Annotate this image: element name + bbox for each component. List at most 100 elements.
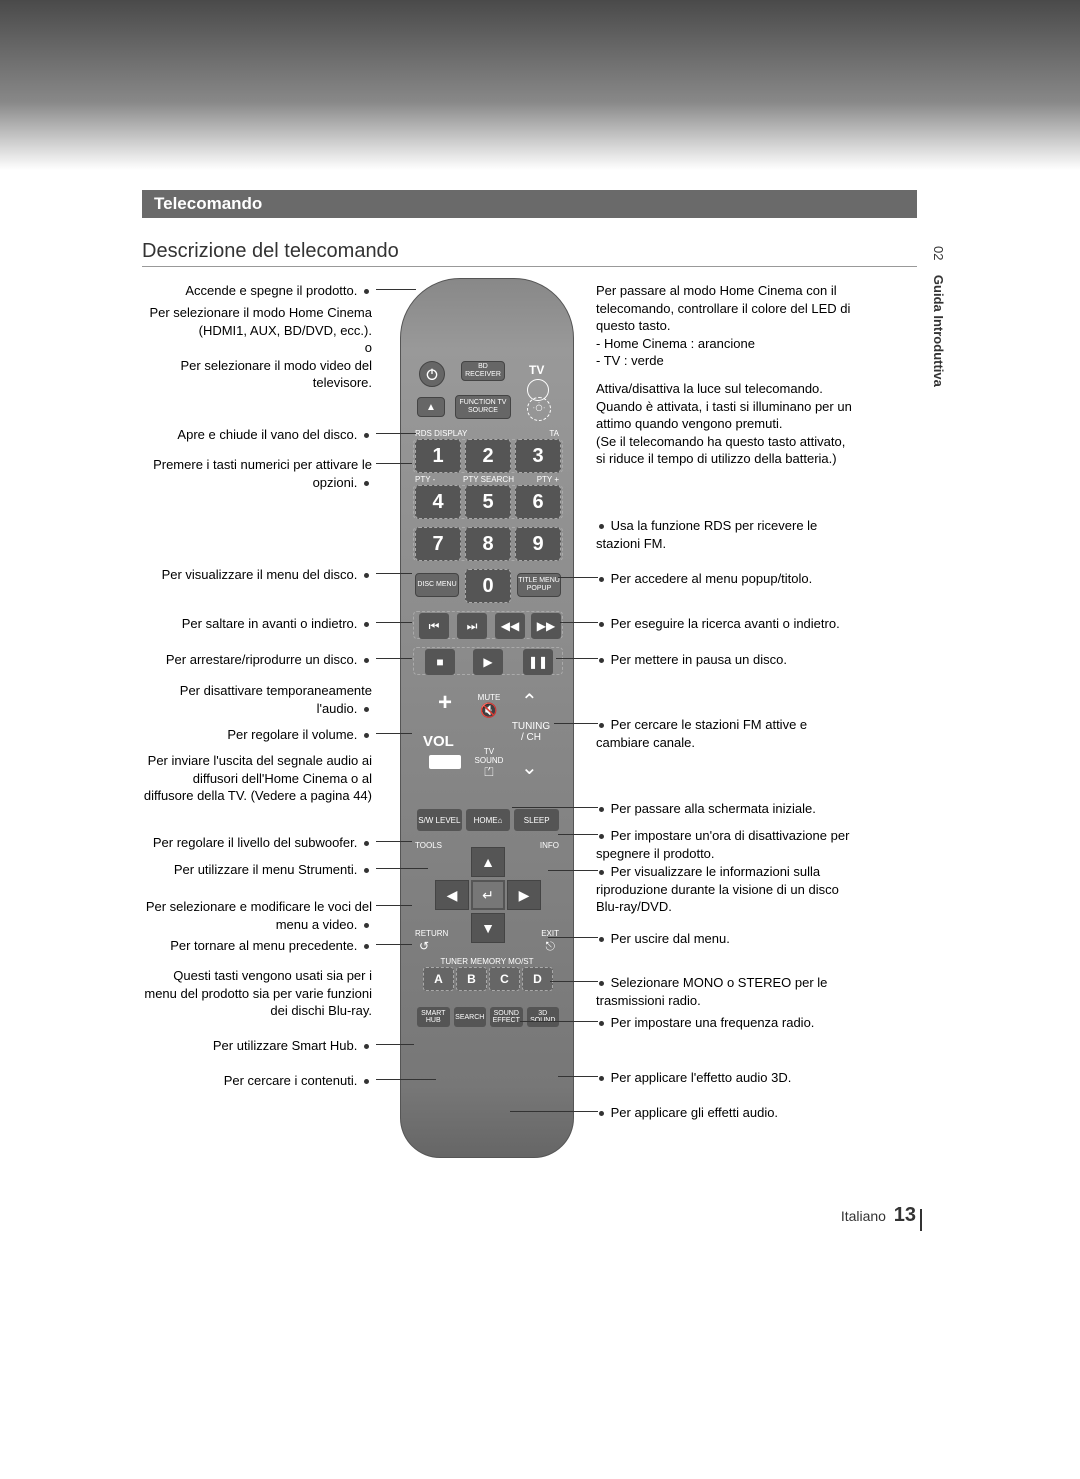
color-button-a: A xyxy=(423,967,454,991)
function-button: FUNCTION TV SOURCE xyxy=(455,395,511,419)
home-button: HOME ⌂ xyxy=(466,809,511,831)
pty-plus-label: PTY + xyxy=(537,475,559,484)
title-menu-button: TITLE MENU POPUP xyxy=(517,573,561,597)
3d-sound-button: 3D SOUND xyxy=(527,1007,560,1027)
sound-effect-button: SOUND EFFECT xyxy=(490,1007,523,1027)
callout-skip: Per saltare in avanti o indietro. xyxy=(142,615,372,633)
rds-display-label: RDS DISPLAY xyxy=(415,429,467,438)
ta-label: TA xyxy=(549,429,559,438)
section-subtitle: Descrizione del telecomando xyxy=(142,240,399,263)
leader-line xyxy=(376,622,412,623)
leader-line xyxy=(376,905,412,906)
vol-down-icon xyxy=(429,755,461,769)
callout-preset: Per impostare una frequenza radio. xyxy=(596,1014,856,1032)
exit-icon: ⎋ xyxy=(546,939,556,954)
color-button-d: D xyxy=(522,967,553,991)
function-label: FUNCTION TV SOURCE xyxy=(456,399,510,414)
dpad: ▲ ◀ ↵ ▶ ▼ xyxy=(433,845,543,945)
remote-control-diagram: BD RECEIVER TV ▲ FUNCTION TV SOURCE RDS … xyxy=(400,278,574,1158)
callout-tools: Per utilizzare il menu Strumenti. xyxy=(142,861,372,879)
callout-rds: Usa la funzione RDS per ricevere le staz… xyxy=(596,517,856,552)
callout-smart-hub: Per utilizzare Smart Hub. xyxy=(142,1037,372,1055)
color-button-row: A B C D xyxy=(423,967,553,991)
power-icon xyxy=(424,366,440,382)
callout-sound-effect: Per applicare gli effetti audio. xyxy=(596,1104,856,1122)
callout-eject: Apre e chiude il vano del disco. xyxy=(142,426,372,444)
callout-light: Attiva/disattiva la luce sul telecomando… xyxy=(596,380,856,468)
stop-button: ■ xyxy=(425,649,455,675)
callout-info: Per visualizzare le informazioni sulla r… xyxy=(596,863,856,916)
play-button: ▶ xyxy=(473,649,503,675)
callout-search: Per cercare i contenuti. xyxy=(142,1072,372,1090)
leader-line xyxy=(520,1021,598,1022)
disc-menu-label: DISC MENU xyxy=(417,581,456,589)
chapter-name: Guida Introduttiva xyxy=(931,275,946,387)
fastfwd-button: ▶▶ xyxy=(531,613,561,639)
vol-up-icon: + xyxy=(429,689,461,713)
dpad-down: ▼ xyxy=(471,913,505,943)
callout-tuning: Per cercare le stazioni FM attive e camb… xyxy=(596,716,856,751)
power-button xyxy=(419,361,445,387)
callout-subwoofer: Per regolare il livello del subwoofer. xyxy=(118,834,372,852)
bulb-icon xyxy=(532,402,546,416)
eject-button: ▲ xyxy=(417,397,445,417)
mid-button-row: S/W LEVEL HOME ⌂ SLEEP xyxy=(417,809,559,831)
color-button-c: C xyxy=(489,967,520,991)
callout-disc-menu: Per visualizzare il menu del disco. xyxy=(142,566,372,584)
dpad-right: ▶ xyxy=(507,880,541,910)
title-menu-label: TITLE MENU POPUP xyxy=(518,577,560,592)
leader-line xyxy=(376,868,428,869)
callout-color: Questi tasti vengono usati sia per i men… xyxy=(142,967,372,1020)
smart-hub-button: SMART HUB xyxy=(417,1007,450,1027)
key-1: 1 xyxy=(415,439,461,473)
leader-line xyxy=(376,841,412,842)
channel-rocker: ⌃ TUNING/ CH ⌄ xyxy=(503,689,559,779)
key-2: 2 xyxy=(465,439,511,473)
leader-line xyxy=(376,1079,436,1080)
footer-language: Italiano xyxy=(841,1208,886,1224)
leader-line xyxy=(376,433,416,434)
page-gradient-header xyxy=(0,0,1080,170)
key-4: 4 xyxy=(415,485,461,519)
color-button-b: B xyxy=(456,967,487,991)
callout-power: Accende e spegne il prodotto. xyxy=(142,282,372,300)
key-5: 5 xyxy=(465,485,511,519)
dpad-up: ▲ xyxy=(471,847,505,877)
leader-line xyxy=(556,658,598,659)
leader-line xyxy=(376,733,412,734)
callout-mode: Per selezionare il modo Home Cinema (HDM… xyxy=(142,304,372,392)
side-tab: 02 Guida Introduttiva xyxy=(931,246,946,426)
leader-line xyxy=(376,289,416,290)
callout-search-fwd: Per eseguire la ricerca avanti o indietr… xyxy=(596,615,866,633)
callout-mono-stereo: Selezionare MONO o STEREO per le trasmis… xyxy=(596,974,856,1009)
dpad-enter: ↵ xyxy=(471,880,505,910)
leader-line xyxy=(550,981,598,982)
key-7: 7 xyxy=(415,527,461,561)
return-icon: ↺ xyxy=(419,939,429,953)
pty-search-label: PTY SEARCH xyxy=(463,475,514,484)
rewind-button: ◀◀ xyxy=(495,613,525,639)
tuner-memory-label: TUNER MEMORY MO/ST xyxy=(437,957,537,966)
callout-numbers: Premere i tasti numerici per attivare le… xyxy=(120,456,372,491)
sw-level-button: S/W LEVEL xyxy=(417,809,462,831)
callout-mute: Per disattivare temporaneamente l'audio. xyxy=(142,682,372,717)
leader-line xyxy=(560,622,598,623)
volume-rocker: + VOL xyxy=(417,689,473,779)
callout-select: Per selezionare e modificare le voci del… xyxy=(118,898,372,933)
callout-sleep: Per impostare un'ora di disattivazione p… xyxy=(596,827,864,862)
callout-pause: Per mettere in pausa un disco. xyxy=(596,651,856,669)
page-footer: Italiano 13 xyxy=(841,1204,916,1227)
leader-line xyxy=(376,1044,414,1045)
bd-receiver-label: BD RECEIVER xyxy=(462,363,504,378)
leader-line xyxy=(558,1076,598,1077)
callout-volume: Per regolare il volume. xyxy=(142,726,372,744)
callout-stop-play: Per arrestare/riprodurre un disco. xyxy=(132,651,372,669)
section-title: Telecomando xyxy=(142,190,917,218)
manual-page: Telecomando Descrizione del telecomando … xyxy=(0,0,1080,1479)
leader-line xyxy=(554,723,598,724)
skip-fwd-button: ⏭ xyxy=(457,613,487,639)
leader-line xyxy=(376,658,412,659)
search-button: SEARCH xyxy=(454,1007,487,1027)
leader-line xyxy=(376,944,412,945)
key-9: 9 xyxy=(515,527,561,561)
